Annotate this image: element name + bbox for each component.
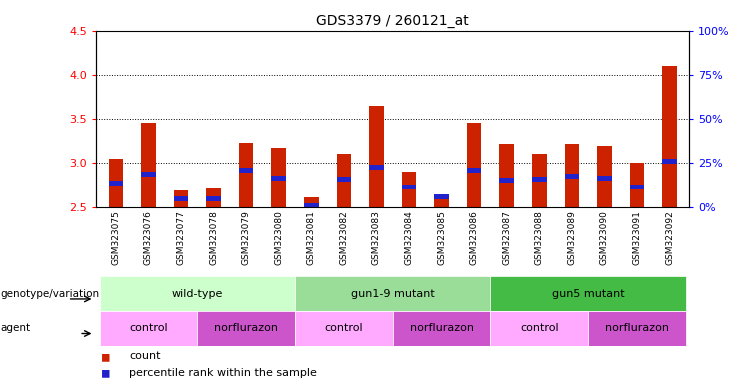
Text: gun1-9 mutant: gun1-9 mutant bbox=[350, 289, 435, 299]
Bar bbox=[295, 311, 393, 346]
Bar bbox=[304, 197, 319, 207]
Bar bbox=[434, 196, 449, 207]
Bar bbox=[271, 176, 286, 180]
Bar bbox=[239, 143, 253, 207]
Bar bbox=[108, 181, 123, 186]
Bar bbox=[336, 177, 351, 182]
Bar bbox=[588, 311, 686, 346]
Bar bbox=[295, 276, 491, 311]
Bar bbox=[197, 311, 295, 346]
Bar bbox=[597, 176, 612, 180]
Bar bbox=[206, 188, 221, 207]
Bar bbox=[467, 168, 482, 173]
Bar bbox=[402, 185, 416, 189]
Text: count: count bbox=[129, 351, 161, 361]
Bar bbox=[108, 159, 123, 207]
Text: genotype/variation: genotype/variation bbox=[1, 289, 100, 299]
Text: ■: ■ bbox=[102, 350, 110, 363]
Bar bbox=[662, 66, 677, 207]
Text: control: control bbox=[325, 323, 363, 333]
Text: control: control bbox=[129, 323, 167, 333]
Bar bbox=[499, 144, 514, 207]
Bar bbox=[532, 154, 547, 207]
Bar bbox=[99, 311, 197, 346]
Bar bbox=[304, 203, 319, 208]
Bar bbox=[173, 196, 188, 201]
Bar bbox=[173, 190, 188, 207]
Bar bbox=[434, 194, 449, 199]
Text: control: control bbox=[520, 323, 559, 333]
Bar bbox=[402, 172, 416, 207]
Bar bbox=[467, 123, 482, 207]
Text: norflurazon: norflurazon bbox=[214, 323, 278, 333]
Bar bbox=[630, 163, 645, 207]
Text: gun5 mutant: gun5 mutant bbox=[552, 289, 625, 299]
Bar bbox=[565, 174, 579, 179]
Text: wild-type: wild-type bbox=[172, 289, 223, 299]
Bar bbox=[565, 144, 579, 207]
Bar bbox=[393, 311, 491, 346]
Text: norflurazon: norflurazon bbox=[605, 323, 669, 333]
Text: agent: agent bbox=[1, 323, 31, 333]
Bar bbox=[369, 106, 384, 207]
Bar bbox=[369, 165, 384, 170]
Bar bbox=[532, 177, 547, 182]
Bar bbox=[141, 172, 156, 177]
Text: ■: ■ bbox=[102, 367, 110, 380]
Bar bbox=[141, 123, 156, 207]
Bar bbox=[271, 148, 286, 207]
Bar bbox=[99, 276, 295, 311]
Bar bbox=[491, 276, 686, 311]
Bar bbox=[239, 168, 253, 173]
Title: GDS3379 / 260121_at: GDS3379 / 260121_at bbox=[316, 14, 469, 28]
Text: norflurazon: norflurazon bbox=[410, 323, 473, 333]
Bar bbox=[336, 154, 351, 207]
Bar bbox=[499, 179, 514, 183]
Bar bbox=[630, 185, 645, 189]
Bar bbox=[597, 146, 612, 207]
Text: percentile rank within the sample: percentile rank within the sample bbox=[129, 368, 317, 378]
Bar bbox=[662, 159, 677, 164]
Bar bbox=[491, 311, 588, 346]
Bar bbox=[206, 196, 221, 201]
